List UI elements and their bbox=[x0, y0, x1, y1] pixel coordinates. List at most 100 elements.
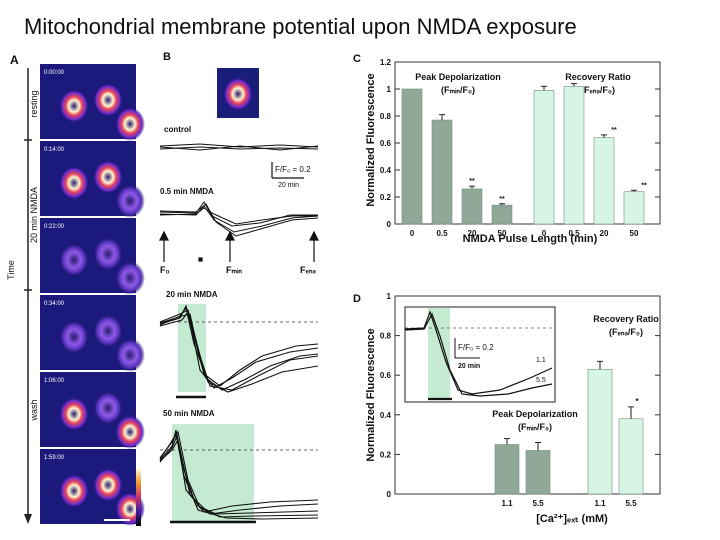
d-group1-sub: (Fₘᵢₙ/F₀) bbox=[518, 422, 552, 432]
control-traces bbox=[159, 143, 319, 151]
panel-a-micrographs: 0:00:00 0:14:00 0:22:00 0:34:00 1:06:00 1:59:… bbox=[40, 64, 145, 526]
significance-mark: * bbox=[635, 397, 639, 406]
y-tick-label: 0.2 bbox=[380, 450, 392, 459]
bar-1-0 bbox=[533, 90, 555, 225]
inset-scale-x: 20 min bbox=[458, 363, 480, 370]
scale-b-y: F/F₀ = 0.2 bbox=[275, 165, 311, 174]
timestamp: 0:00:00 bbox=[44, 70, 65, 76]
x-tick-label: 0 bbox=[542, 229, 547, 238]
y-tick-label: 1 bbox=[387, 292, 392, 301]
significance-mark: ** bbox=[641, 182, 647, 189]
x-tick-label: 1.1 bbox=[594, 499, 606, 508]
inset-scale-y: F/F₀ = 0.2 bbox=[458, 343, 494, 352]
y-tick-label: 0 bbox=[387, 490, 392, 499]
y-tick-label: 0 bbox=[387, 220, 392, 229]
traces-20min bbox=[159, 304, 319, 393]
d-group2-label: Recovery Ratio bbox=[593, 314, 659, 324]
y-tick-label: 0.4 bbox=[380, 411, 392, 420]
x-tick-label: 0 bbox=[410, 229, 415, 238]
bar-1-1 bbox=[563, 86, 585, 225]
x-tick-label: 5.5 bbox=[532, 499, 544, 508]
c-xlabel: NMDA Pulse Length (min) bbox=[463, 233, 598, 245]
cell-2 bbox=[93, 237, 123, 271]
cell-3 bbox=[115, 338, 145, 372]
arrow-label-f0: F₀ bbox=[160, 265, 170, 275]
timestamp: 0:22:00 bbox=[44, 224, 65, 230]
cell-2 bbox=[93, 468, 123, 502]
bar-0-2 bbox=[461, 188, 483, 225]
d-xlabel: [Ca²⁺]ₑₓₜ (mM) bbox=[536, 513, 608, 525]
timestamp: 0:34:00 bbox=[44, 301, 65, 307]
inset-d: F/F₀ = 0.2 20 min 1.1 5.5 bbox=[404, 306, 556, 403]
slide-title: Mitochondrial membrane potential upon NM… bbox=[24, 14, 577, 39]
label-05min: 0.5 min NMDA bbox=[160, 187, 214, 196]
y-tick-label: 0.2 bbox=[380, 193, 392, 202]
chart-c: 0 0.2 0.4 0.6 0.8 1 1.2 0 0.5 20 50 0 0.5 20 50 ** ** ** *… bbox=[380, 58, 661, 238]
x-tick-label: 50 bbox=[498, 229, 507, 238]
d-group1-label: Peak Depolarization bbox=[492, 409, 578, 419]
c-group1-label: Peak Depolarization bbox=[415, 72, 501, 82]
inset-trace-1-1: 1.1 bbox=[536, 357, 546, 364]
cell-2 bbox=[93, 83, 123, 117]
c-ylabel: Normalized Fluorescence bbox=[365, 73, 377, 206]
panel-a-letter: A bbox=[10, 53, 19, 67]
cell-3 bbox=[115, 184, 145, 218]
x-tick-label: 0.5 bbox=[568, 229, 580, 238]
timestamp: 1:06:00 bbox=[44, 378, 65, 384]
cell-1 bbox=[59, 89, 89, 123]
significance-mark: ** bbox=[611, 127, 617, 134]
scale-b-x: 20 min bbox=[278, 182, 299, 189]
d-ylabel: Normalized Fluorescence bbox=[365, 328, 377, 461]
x-tick-label: 1.1 bbox=[501, 499, 513, 508]
cell-3 bbox=[115, 415, 145, 449]
inset-trace-5-5: 5.5 bbox=[536, 377, 546, 384]
label-20min-nmda: 20 min NMDA bbox=[29, 187, 39, 243]
c-group2-label: Recovery Ratio bbox=[565, 72, 631, 82]
cell-2 bbox=[93, 314, 123, 348]
label-time: Time bbox=[6, 260, 16, 280]
x-tick-label: 20 bbox=[600, 229, 609, 238]
c-group2-sub: (Fₑₙₔ/F₀) bbox=[581, 85, 615, 95]
traces-50min bbox=[159, 429, 319, 520]
panel-b-letter: B bbox=[163, 51, 171, 63]
significance-mark: ** bbox=[499, 196, 505, 203]
scale-bar-b: F/F₀ = 0.2 20 min bbox=[271, 162, 311, 189]
cell-1 bbox=[59, 397, 89, 431]
label-resting: resting bbox=[29, 90, 39, 117]
bar-0-1 bbox=[431, 119, 453, 225]
bar-1-1 bbox=[618, 418, 644, 495]
bar-0-3 bbox=[491, 204, 513, 225]
panel-c-letter: C bbox=[353, 53, 361, 65]
bar-1-0 bbox=[587, 368, 613, 495]
y-tick-label: 1.2 bbox=[380, 58, 392, 67]
y-tick-label: 0.8 bbox=[380, 332, 392, 341]
cell-1 bbox=[59, 474, 89, 508]
cell-2 bbox=[93, 160, 123, 194]
cell-3 bbox=[115, 107, 145, 141]
arrow-label-fend: Fₑₙₔ bbox=[300, 265, 316, 275]
timestamp: 1:59:00 bbox=[44, 455, 65, 461]
label-control: control bbox=[164, 125, 191, 134]
y-tick-label: 0.6 bbox=[380, 371, 392, 380]
x-tick-label: 5.5 bbox=[625, 499, 637, 508]
y-tick-label: 1 bbox=[387, 85, 392, 94]
bar-1-2 bbox=[593, 137, 615, 225]
y-tick-label: 0.6 bbox=[380, 139, 392, 148]
x-tick-label: 20 bbox=[468, 229, 477, 238]
cell-1 bbox=[59, 243, 89, 277]
x-tick-label: 50 bbox=[630, 229, 639, 238]
x-tick-label: 0.5 bbox=[436, 229, 448, 238]
cell-1 bbox=[59, 320, 89, 354]
cell-3 bbox=[115, 261, 145, 295]
significance-mark: ** bbox=[469, 178, 475, 185]
label-20min: 20 min NMDA bbox=[166, 290, 218, 299]
arrow-label-fmin: Fₘᵢₙ bbox=[226, 265, 242, 275]
c-group1-sub: (Fₘᵢₙ/F₀) bbox=[441, 85, 475, 95]
bar-0-0 bbox=[401, 88, 423, 225]
cell-2 bbox=[93, 391, 123, 425]
d-group2-sub: (Fₑₙₔ/F₀) bbox=[609, 327, 643, 337]
shade-50min bbox=[172, 424, 254, 522]
y-tick-label: 0.4 bbox=[380, 166, 392, 175]
time-arrow-head bbox=[24, 514, 32, 524]
